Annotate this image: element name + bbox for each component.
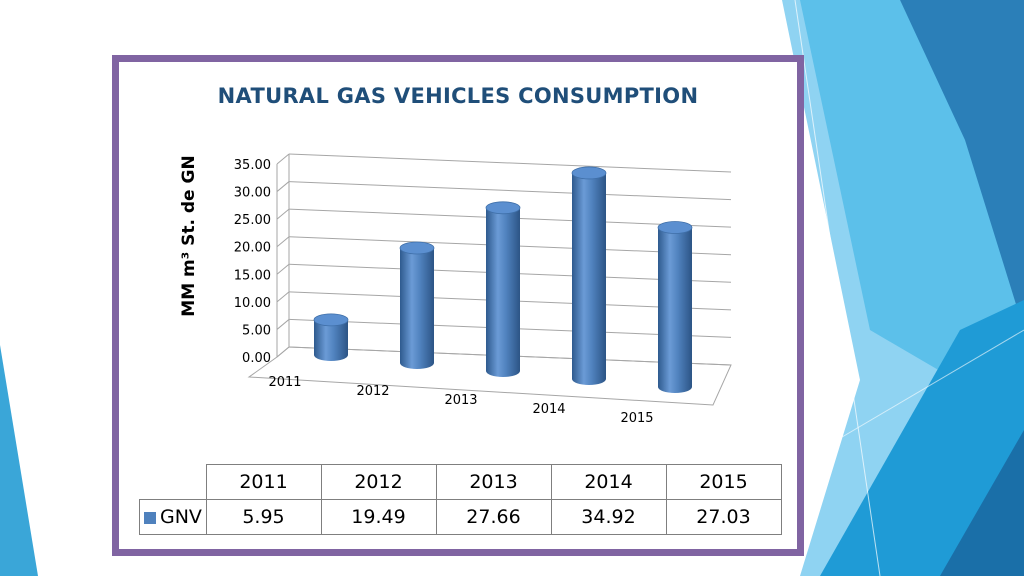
bar-body [486, 207, 520, 377]
bar-top [485, 201, 521, 215]
right-panel-mid [800, 0, 1024, 420]
y-axis-label: MM m³ St. de GN [179, 155, 199, 317]
data-table-cell: 27.03 [665, 499, 782, 535]
grid-line-side [276, 208, 290, 220]
data-table-header: 2012 [320, 464, 437, 500]
bar-cylinder [399, 241, 435, 369]
bar-body [658, 227, 692, 393]
x-tick-label: 2013 [444, 393, 477, 408]
bar-top [571, 166, 607, 180]
grid-line-side [276, 181, 290, 192]
chart-frame: NATURAL GAS VEHICLES CONSUMPTION 0.00 5.0… [112, 55, 804, 556]
y-tick-label: 20.00 [234, 241, 271, 256]
bar-cylinder [571, 166, 607, 385]
data-table-header: 2015 [665, 464, 782, 500]
x-tick-label: 2015 [620, 411, 653, 426]
grid-line [288, 181, 732, 201]
data-table-header-row: 2011 2012 2013 2014 2015 [139, 464, 782, 500]
data-table-cell: 5.95 [205, 499, 322, 535]
grid-line-side [276, 291, 290, 303]
grid-line [288, 153, 732, 173]
x-axis-labels: 2011 2012 2013 2014 2015 [268, 375, 653, 426]
legend-swatch [144, 511, 156, 524]
data-table-row: GNV 5.95 19.49 27.66 34.92 27.03 [139, 499, 782, 535]
y-tick-label: 0.00 [242, 351, 271, 366]
chart-bars [313, 166, 693, 393]
data-table-series-label: GNV [139, 499, 207, 535]
data-table: 2011 2012 2013 2014 2015 GNV 5.95 19.49 … [139, 464, 782, 535]
grid-line-side [276, 153, 290, 165]
data-table-cell: 19.49 [320, 499, 437, 535]
chart-floor [247, 346, 732, 406]
bar-body [314, 319, 348, 361]
data-table-cell: 27.66 [435, 499, 552, 535]
bar-top [657, 221, 693, 234]
bar-body [572, 172, 606, 385]
bar-body [400, 248, 434, 369]
decor-line [794, 0, 881, 576]
bar-cylinder [657, 221, 693, 393]
y-tick-label: 10.00 [234, 296, 271, 311]
right-panel-bottom [820, 300, 1024, 576]
grid-line-side [276, 236, 290, 248]
y-tick-label: 35.00 [234, 158, 271, 173]
right-panel-corner [940, 430, 1024, 576]
y-tick-label: 15.00 [234, 268, 271, 283]
chart-plot: 0.00 5.00 10.00 15.00 20.00 25.00 30.00 35.00 2… [234, 153, 732, 426]
bar-top [399, 241, 435, 255]
x-tick-label: 2011 [268, 375, 301, 390]
series-name: GNV [160, 506, 202, 528]
chart-axes: 0.00 5.00 10.00 15.00 20.00 25.00 30.00 35.00 [234, 153, 732, 406]
bar-cylinder [485, 201, 521, 377]
y-tick-label: 30.00 [234, 186, 271, 201]
data-table-header: 2013 [435, 464, 552, 500]
decor-line [819, 329, 1024, 451]
grid-line-side [276, 319, 290, 330]
bar-cylinder [313, 313, 349, 361]
y-tick-label: 25.00 [234, 213, 271, 228]
bar-top [313, 313, 349, 327]
data-table-header: 2011 [205, 464, 322, 500]
data-table-header: 2014 [550, 464, 667, 500]
data-table-corner [139, 464, 207, 500]
data-table-cell: 34.92 [550, 499, 667, 535]
x-tick-label: 2014 [532, 402, 565, 417]
grid-line-side [276, 263, 290, 275]
y-tick-label: 5.00 [242, 323, 271, 338]
x-tick-label: 2012 [356, 384, 389, 399]
chart-title: NATURAL GAS VEHICLES CONSUMPTION [217, 84, 699, 108]
left-accent-shape [0, 345, 38, 576]
right-panel-dark [900, 0, 1024, 330]
